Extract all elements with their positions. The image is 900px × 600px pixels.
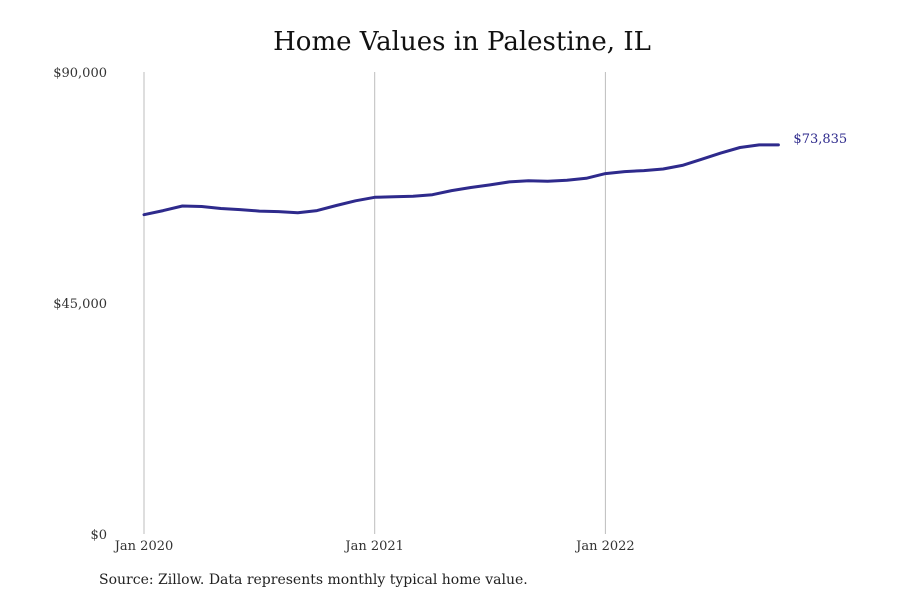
source-note: Source: Zillow. Data represents monthly … [99, 572, 528, 588]
chart-title: Home Values in Palestine, IL [273, 27, 651, 57]
y-tick-label: $90,000 [53, 66, 107, 81]
x-tick-label: Jan 2020 [113, 539, 174, 554]
y-tick-label: $45,000 [53, 297, 107, 312]
y-tick-label: $0 [90, 528, 107, 543]
x-tick-label: Jan 2021 [343, 539, 404, 554]
series-line [142, 143, 780, 217]
series-layer [142, 143, 780, 217]
grid-lines [143, 72, 606, 534]
end-label-layer: $73,835 [793, 132, 847, 147]
end-value-label: $73,835 [793, 132, 847, 147]
x-tick-label: Jan 2022 [574, 539, 635, 554]
x-axis-tick-labels: Jan 2020 Jan 2021 Jan 2022 [113, 539, 635, 554]
y-axis-tick-labels: $90,000 $45,000 $0 [53, 66, 107, 543]
